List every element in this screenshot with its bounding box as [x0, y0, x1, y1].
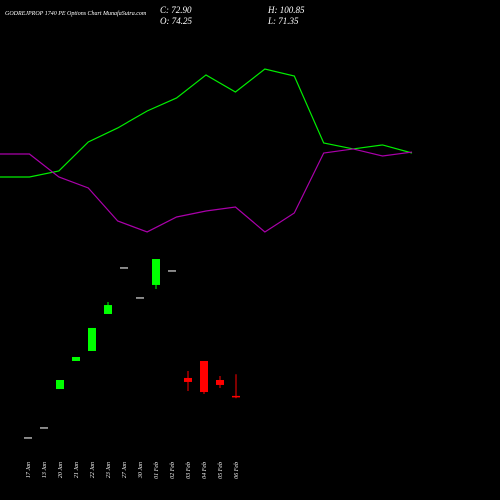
indicator-line [0, 148, 413, 233]
x-tick-label: 21 Jan [74, 462, 80, 478]
candle-body [104, 305, 112, 314]
chart-title: GODREJPROP 1740 PE Options Chart MunafaS… [5, 10, 147, 17]
stat: C: 72.90 [160, 5, 192, 15]
x-tick-label: 30 Jan [138, 462, 144, 479]
x-tick-label: 05 Feb [218, 462, 224, 479]
candle-body [88, 327, 96, 351]
candle-body [56, 380, 64, 390]
candle-body [152, 259, 160, 285]
x-tick-label: 23 Jan [106, 462, 112, 478]
stat: O: 74.25 [160, 16, 192, 26]
x-tick-label: 20 Jan [58, 462, 64, 478]
indicator-line [0, 68, 413, 178]
x-tick-label: 22 Jan [90, 462, 96, 478]
x-tick-label: 06 Feb [234, 462, 240, 479]
x-tick-label: 02 Feb [170, 462, 176, 479]
candle-body [232, 395, 240, 398]
x-tick-label: 13 Jan [42, 462, 48, 478]
x-tick-label: 04 Feb [201, 462, 208, 479]
x-tick-label: 27 Jan [122, 462, 128, 478]
candle-body [72, 356, 80, 361]
x-tick-label: 17 Jan [26, 462, 32, 478]
stat: L: 71.35 [267, 16, 299, 26]
candle-body [200, 360, 208, 393]
x-tick-label: 01 Feb [154, 462, 160, 479]
x-tick-label: 03 Feb [186, 462, 192, 479]
stat: H: 100.85 [267, 5, 305, 15]
candle-body [216, 380, 224, 385]
candle-body [184, 377, 192, 382]
